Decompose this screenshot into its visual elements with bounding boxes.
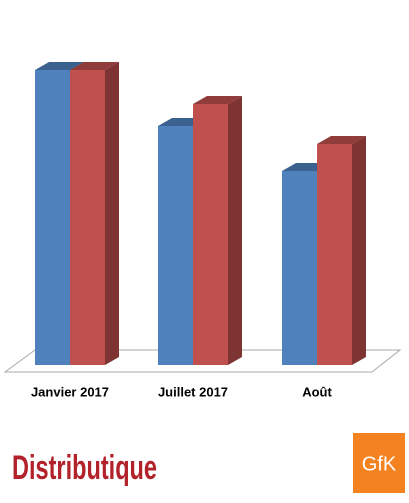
bar-side — [105, 62, 119, 365]
bar-top — [35, 62, 84, 70]
bar-top — [193, 96, 242, 104]
bar-top — [317, 136, 366, 144]
bar-side — [352, 136, 366, 365]
bar — [158, 126, 193, 365]
bar — [193, 104, 228, 365]
bar — [282, 171, 317, 365]
bar — [317, 144, 352, 365]
bars — [35, 62, 366, 365]
bar — [70, 70, 105, 365]
x-tick-label: Août — [302, 384, 332, 399]
logo-gfk-box — [353, 433, 405, 493]
x-tick-label: Juillet 2017 — [158, 384, 228, 399]
logo-gfk: GfK — [362, 453, 397, 475]
x-tick-label: Janvier 2017 — [31, 384, 109, 399]
logo-distributique: Distributique — [12, 449, 157, 487]
bar-side — [228, 96, 242, 365]
bar-top — [70, 62, 119, 70]
bar — [35, 70, 70, 365]
